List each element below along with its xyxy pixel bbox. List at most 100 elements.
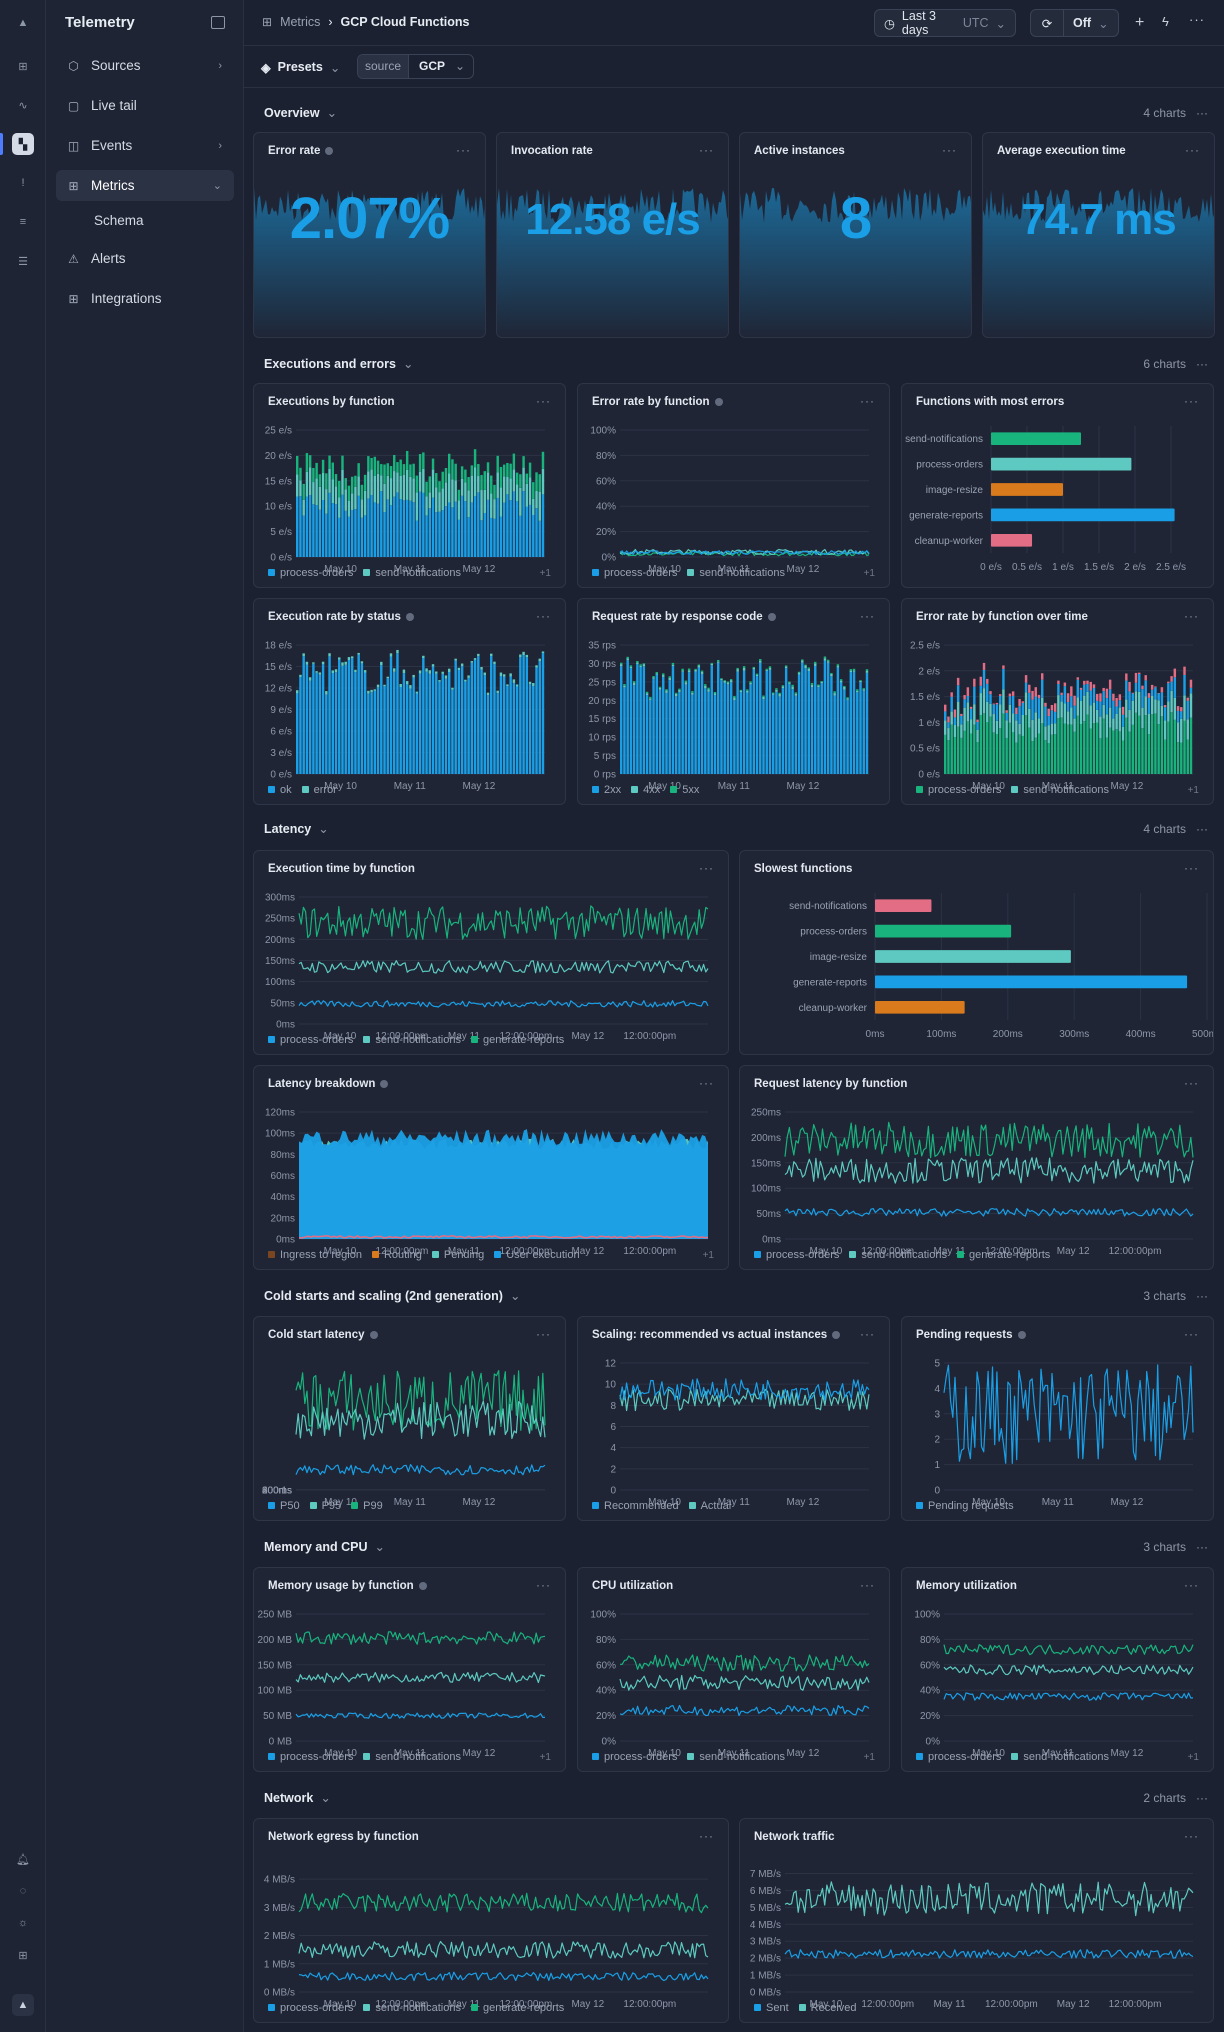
legend-item[interactable]: Sent: [754, 2002, 789, 2014]
sun-icon[interactable]: ☼: [17, 1917, 29, 1929]
more-icon[interactable]: ···: [942, 143, 957, 157]
breadcrumb-root[interactable]: Metrics: [280, 15, 321, 29]
legend-item[interactable]: send-notifications: [363, 1751, 461, 1763]
more-icon[interactable]: ···: [1196, 106, 1208, 120]
legend-item[interactable]: Received: [798, 2002, 857, 2014]
logo-icon[interactable]: ▲: [17, 17, 29, 29]
metrics-icon[interactable]: ▚: [12, 133, 34, 155]
legend-item[interactable]: process-orders: [592, 1751, 677, 1763]
more-icon[interactable]: ···: [1196, 1791, 1208, 1805]
legend-item[interactable]: 5xx: [670, 784, 699, 796]
legend-item[interactable]: Pending requests: [916, 1500, 1014, 1512]
more-icon[interactable]: ···: [860, 1327, 875, 1341]
more-icon[interactable]: ···: [1196, 1289, 1208, 1303]
settings-sliders-icon[interactable]: ☰: [18, 255, 28, 268]
info-icon[interactable]: [405, 613, 414, 621]
legend-item[interactable]: process-orders: [754, 1249, 839, 1261]
sidebar-item-integrations[interactable]: ⊞ Integrations: [56, 283, 234, 314]
info-icon[interactable]: [1017, 1331, 1026, 1339]
legend-more[interactable]: +1: [1187, 1752, 1199, 1763]
legend-item[interactable]: Ingress to region: [268, 1249, 362, 1261]
legend-item[interactable]: 4xx: [631, 784, 660, 796]
legend-item[interactable]: ok: [268, 784, 292, 796]
more-icon[interactable]: ···: [1184, 1829, 1199, 1843]
auto-refresh-select[interactable]: Off ⌄: [1063, 9, 1119, 37]
more-icon[interactable]: ···: [860, 394, 875, 408]
more-icon[interactable]: ···: [1184, 1076, 1199, 1090]
legend-item[interactable]: process-orders: [592, 567, 677, 579]
legend-more[interactable]: +1: [863, 568, 875, 579]
source-filter[interactable]: source GCP ⌄: [357, 54, 475, 79]
info-icon[interactable]: [380, 1080, 389, 1088]
more-icon[interactable]: ···: [1196, 822, 1208, 836]
section-header-executions[interactable]: Executions and errors ⌄: [264, 356, 413, 372]
section-header-network[interactable]: Network ⌄: [264, 1790, 331, 1806]
refresh-button[interactable]: ⟳: [1030, 9, 1064, 37]
more-icon[interactable]: ···: [860, 1578, 875, 1592]
legend-item[interactable]: send-notifications: [363, 2002, 461, 2014]
legend-more[interactable]: +1: [539, 568, 551, 579]
legend-item[interactable]: 2xx: [592, 784, 621, 796]
more-icon[interactable]: ···: [1184, 1327, 1199, 1341]
sidebar-item-metrics[interactable]: ⊞ Metrics ⌄: [56, 170, 234, 201]
more-icon[interactable]: ···: [1196, 357, 1208, 371]
info-icon[interactable]: [714, 398, 723, 406]
info-icon[interactable]: [832, 1331, 841, 1339]
info-icon[interactable]: [325, 147, 334, 155]
section-header-latency[interactable]: Latency ⌄: [264, 821, 329, 837]
legend-item[interactable]: Routing: [371, 1249, 422, 1261]
legend-item[interactable]: process-orders: [916, 784, 1001, 796]
pulse-icon[interactable]: ∿: [18, 99, 28, 112]
legend-item[interactable]: process-orders: [268, 2002, 353, 2014]
sidebar-item-alerts[interactable]: ⚠ Alerts: [56, 243, 234, 274]
legend-item[interactable]: send-notifications: [363, 1034, 461, 1046]
legend-item[interactable]: send-notifications: [1011, 784, 1109, 796]
more-icon[interactable]: ···: [1184, 394, 1199, 408]
info-icon[interactable]: [418, 1582, 427, 1590]
legend-item[interactable]: P95: [309, 1500, 341, 1512]
apps-icon[interactable]: ⊞: [18, 1949, 28, 1962]
lightning-icon[interactable]: ϟ: [1162, 14, 1169, 29]
more-icon[interactable]: ···: [1184, 609, 1199, 623]
collapse-sidebar-icon[interactable]: [211, 16, 225, 29]
more-icon[interactable]: ···: [536, 1327, 551, 1341]
legend-more[interactable]: +1: [702, 1250, 714, 1261]
info-icon[interactable]: [767, 613, 776, 621]
more-icon[interactable]: ···: [1185, 143, 1200, 157]
legend-more[interactable]: +1: [1187, 785, 1199, 796]
more-icon[interactable]: ···: [1189, 12, 1205, 27]
legend-item[interactable]: Actual: [688, 1500, 731, 1512]
more-icon[interactable]: ···: [699, 1829, 714, 1843]
legend-more[interactable]: +1: [539, 1752, 551, 1763]
alert-icon[interactable]: !: [21, 177, 25, 189]
add-icon[interactable]: +: [1135, 14, 1145, 31]
legend-more[interactable]: +1: [863, 1752, 875, 1763]
legend-item[interactable]: process-orders: [268, 1034, 353, 1046]
section-header-cold[interactable]: Cold starts and scaling (2nd generation)…: [264, 1288, 520, 1304]
legend-item[interactable]: send-notifications: [849, 1249, 947, 1261]
legend-item[interactable]: P50: [268, 1500, 300, 1512]
section-header-memory[interactable]: Memory and CPU ⌄: [264, 1539, 385, 1555]
legend-item[interactable]: send-notifications: [687, 1751, 785, 1763]
dashboard-icon[interactable]: ⊞: [18, 60, 28, 73]
bell-icon[interactable]: 🔔︎: [16, 1853, 30, 1866]
legend-item[interactable]: error: [301, 784, 337, 796]
more-icon[interactable]: ···: [1184, 861, 1199, 875]
time-range-picker[interactable]: ◷ Last 3 days UTC ⌄: [874, 9, 1016, 37]
more-icon[interactable]: ···: [699, 861, 714, 875]
info-icon[interactable]: [369, 1331, 378, 1339]
legend-item[interactable]: Pending: [431, 1249, 484, 1261]
more-icon[interactable]: ···: [536, 1578, 551, 1592]
legend-item[interactable]: send-notifications: [363, 567, 461, 579]
legend-item[interactable]: send-notifications: [1011, 1751, 1109, 1763]
legend-item[interactable]: process-orders: [268, 567, 353, 579]
account-icon[interactable]: ▲: [12, 1994, 34, 2016]
legend-item[interactable]: P99: [351, 1500, 383, 1512]
legend-item[interactable]: send-notifications: [687, 567, 785, 579]
presets-dropdown[interactable]: ◈ Presets ⌄: [261, 55, 340, 79]
more-icon[interactable]: ···: [860, 609, 875, 623]
legend-item[interactable]: User execution: [494, 1249, 580, 1261]
more-icon[interactable]: ···: [456, 143, 471, 157]
section-header-overview[interactable]: Overview ⌄: [264, 105, 337, 121]
sidebar-item-schema[interactable]: Schema: [56, 205, 234, 236]
